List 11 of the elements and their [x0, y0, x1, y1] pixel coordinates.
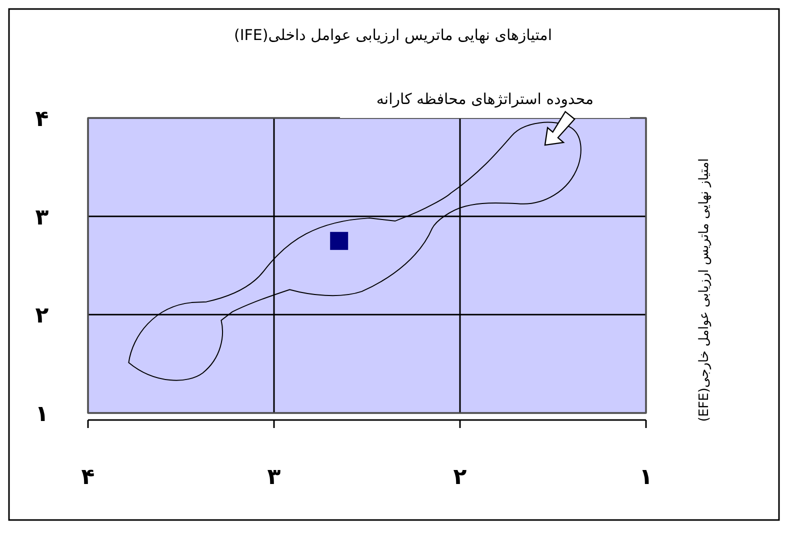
chart-title: امتیازهای نهایی ماتریس ارزیابی عوامل داخلی(IFE) — [234, 26, 552, 44]
x-tick-label: ۱ — [639, 465, 653, 490]
x-tick-label: ۳ — [267, 465, 282, 490]
y-tick-label: ۴ — [35, 107, 49, 132]
y-tick-label: ۲ — [35, 304, 50, 329]
y-tick-label: ۳ — [35, 205, 50, 230]
text: محدوده استراتژهای محافظه کارانه — [376, 90, 594, 108]
x-tick-label: ۴ — [81, 465, 95, 490]
x-tick-label: ۲ — [453, 465, 468, 490]
y-axis-title: امتیاز نهایی ماتریس ارزیابی عوامل خارجی(EFE) — [697, 158, 712, 422]
y-tick-label: ۱ — [35, 402, 49, 427]
